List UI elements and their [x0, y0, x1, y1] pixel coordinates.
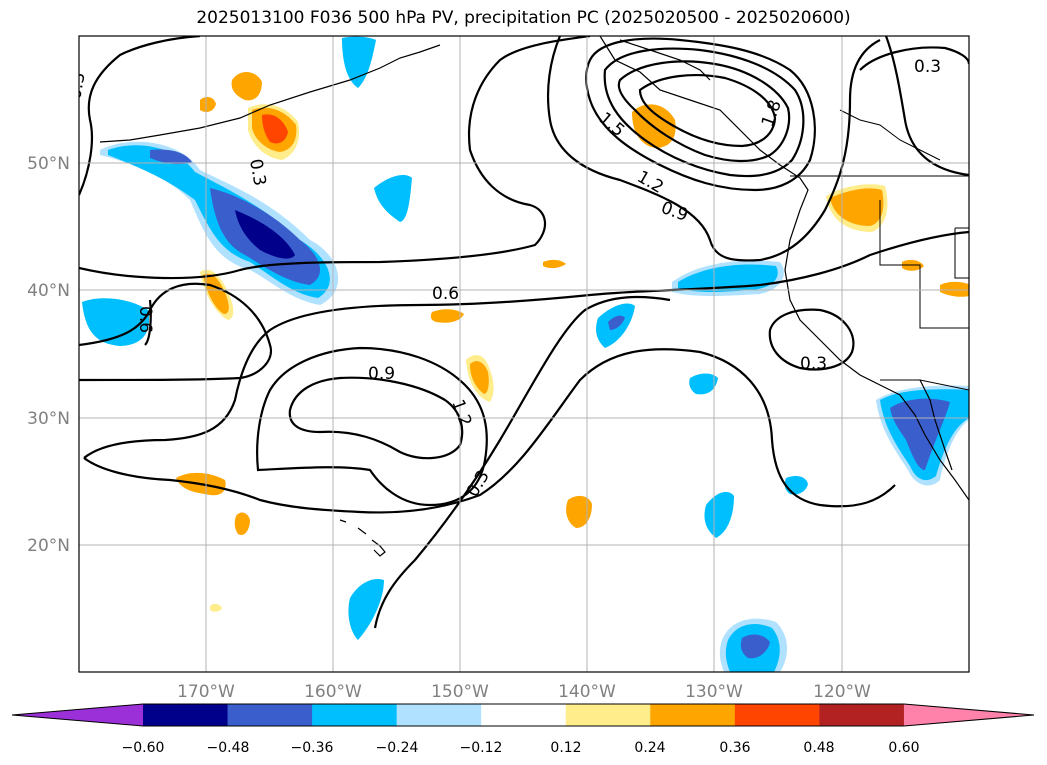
colorbar-tick-label: 0.24: [634, 740, 665, 756]
colorbar-tick-label: −0.60: [122, 740, 165, 756]
map-title: 2025013100 F036 500 hPa PV, precipitatio…: [196, 8, 851, 28]
colorbar-tick-label: −0.36: [291, 740, 334, 756]
lat-label: 20°N: [27, 536, 70, 556]
colorbar-extend-low: [12, 704, 143, 726]
colorbar-segment: [312, 704, 398, 726]
colorbar-segment: [481, 704, 567, 726]
colorbar-outline: [11, 703, 1035, 727]
coastlines: [99, 36, 969, 557]
colorbar-tick-label: 0.60: [888, 740, 919, 756]
political-borders: [790, 109, 969, 391]
colorbar-segment: [819, 704, 905, 726]
colorbar-segment: [650, 704, 736, 726]
lon-label: 120°W: [813, 682, 871, 702]
lat-axis-labels: 50°N 40°N 30°N 20°N: [27, 154, 70, 556]
contour-label: 0.3: [65, 71, 89, 101]
colorbar-ticks: −0.60 −0.48 −0.36 −0.24 −0.12 0.12 0.24 …: [122, 740, 920, 756]
pv-contours: [79, 36, 969, 629]
lon-axis-labels: 170°W 160°W 150°W 140°W 130°W 120°W: [177, 682, 871, 702]
contour-label: 0.6: [135, 306, 155, 333]
plot-area: [79, 36, 969, 672]
plot-frame: [78, 35, 970, 673]
lat-label: 40°N: [27, 281, 70, 301]
lon-label: 170°W: [177, 682, 235, 702]
lat-label: 30°N: [27, 409, 70, 429]
colorbar-segment: [565, 704, 651, 726]
gridlines: [79, 36, 969, 672]
colorbar-tick-label: −0.48: [207, 740, 250, 756]
lon-label: 140°W: [558, 682, 616, 702]
colorbar-tick-label: −0.12: [460, 740, 503, 756]
colorbar-tick-label: 0.36: [719, 740, 750, 756]
lat-label: 50°N: [27, 154, 70, 174]
contour-label: 0.6: [432, 284, 459, 304]
contour-label: 0.3: [800, 354, 827, 374]
lon-label: 160°W: [304, 682, 362, 702]
colorbar-segment: [143, 704, 229, 726]
contour-label: 0.9: [368, 364, 395, 384]
colorbar: [11, 703, 1035, 727]
colorbar-tick-label: −0.24: [376, 740, 419, 756]
colorbar-tick-label: 0.12: [550, 740, 581, 756]
contour-label: 0.3: [245, 157, 269, 187]
colorbar-segment: [396, 704, 482, 726]
colorbar-segment: [227, 704, 313, 726]
colorbar-tick-label: 0.48: [803, 740, 834, 756]
colorbar-segment: [734, 704, 820, 726]
lon-label: 130°W: [685, 682, 743, 702]
contour-label: 0.3: [914, 57, 941, 77]
colorbar-extend-high: [903, 704, 1034, 726]
precip-positive-shading: [176, 71, 969, 612]
lon-label: 150°W: [431, 682, 489, 702]
